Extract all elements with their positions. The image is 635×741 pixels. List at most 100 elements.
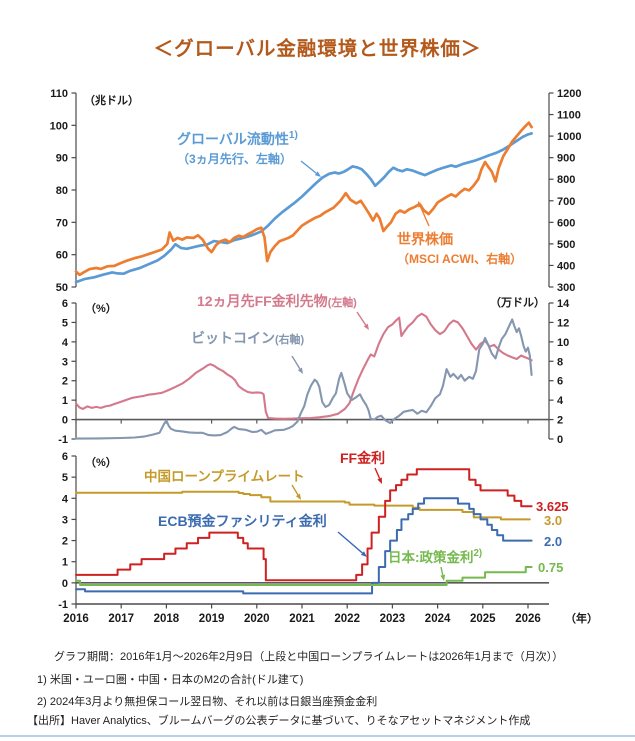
annotation-ff-futures-label: 12ヵ月先FF金利先物(左軸) [197,293,357,309]
y-tick-label: 3 [62,356,68,368]
series-line-global-liquidity [74,132,533,284]
y-tick-label: 0 [557,434,563,446]
y-tick-label: 400 [557,260,575,272]
y-tick-label: 1 [62,557,68,569]
charts-canvas: 1101009080706050120011001000900800700600… [50,88,598,625]
annotation-arrowhead [377,477,382,484]
annotation-arrowhead [360,551,367,557]
x-tick-label: 2026 [515,613,541,625]
y-tick-label: 60 [56,250,68,262]
right-axis-unit: （万ドル） [490,296,545,309]
y-tick-label: 300 [557,282,575,294]
y-tick-label: 500 [557,239,575,251]
y-tick-label: 700 [557,196,575,208]
annotation-ecb-end-value: 2.0 [544,534,562,549]
annotation-japan-label: 日本:政策金利2) [388,548,482,565]
x-tick-label: 2023 [380,613,406,625]
y-tick-label: 90 [56,153,68,165]
footnote-period: グラフ期間：2016年1月～2026年2月9日（上段と中国ローンプライムレートは… [54,651,564,663]
series-line-ff-rate [75,468,533,582]
annotation-arrowhead [297,367,303,374]
series-line-ecb-deposit-rate [75,497,533,595]
annotation-global-liquidity-label: グローバル流動性1) [177,130,298,147]
y-tick-label: 110 [50,88,68,100]
annotation-china-lpr-end-value: 3.0 [544,513,562,528]
y-tick-label: 6 [62,451,68,463]
y-tick-label: 5 [62,472,68,484]
annotation-arrowhead [314,171,321,177]
page-bottom-divider [0,735,635,737]
x-tick-label: 2017 [108,613,134,625]
annotation-global-liquidity-label: （3ヵ月先行、左軸） [177,151,292,166]
x-axis-unit: （年） [565,611,598,625]
x-tick-label: 2024 [425,613,451,625]
x-tick-label: 2016 [63,613,89,625]
x-tick-label: 2022 [334,613,360,625]
y-tick-label: 1200 [557,88,581,100]
y-tick-label: 2 [62,536,68,548]
annotation-world-stock-label: （MSCI ACWI、右軸） [397,251,522,266]
y-tick-label: 1 [62,395,68,407]
annotation-bitcoin-label: ビットコイン(右軸) [191,330,304,346]
y-tick-label: 600 [557,217,575,229]
y-tick-label: 800 [557,174,575,186]
series-line-japan-policy-rate [75,566,533,586]
y-tick-label: 4 [62,337,69,349]
x-tick-label: 2019 [199,613,225,625]
y-tick-label: 2 [557,415,563,427]
y-tick-label: 4 [62,493,69,505]
footnote-1: 1) 米国・ユーロ圏・中国・日本のM2の合計(ドル建て) [37,674,304,686]
y-tick-label: -1 [58,599,68,611]
left-axis-unit: （兆ドル） [84,93,139,107]
annotation-arrow [337,531,363,554]
y-tick-label: 50 [56,282,68,294]
annotation-arrow [291,484,299,496]
annotation-arrow [356,311,367,326]
annotation-arrowhead [440,574,446,581]
series-line-bitcoin [74,318,533,440]
page-title: ＜グローバル金融環境と世界株価＞ [153,38,482,60]
y-tick-label: 3 [62,514,68,526]
annotation-arrow [440,566,444,576]
y-tick-label: 12 [557,317,569,329]
y-tick-label: 8 [557,356,563,368]
y-tick-label: 0 [62,578,68,590]
footnote-2: 2) 2024年3月より無担保コール翌日物、それ以前は日銀当座預金金利 [37,696,378,708]
y-tick-label: 6 [557,376,563,388]
annotation-world-stock-label: 世界株価 [397,231,453,247]
series-line-world-stock [74,121,533,277]
annotation-arrow [300,160,317,174]
x-tick-label: 2025 [470,613,496,625]
annotation-arrow [419,206,430,227]
annotation-arrowhead [418,201,423,208]
y-tick-label: 900 [557,153,575,165]
annotation-arrowhead [363,323,369,330]
y-tick-label: 80 [56,185,68,197]
x-tick-label: 2018 [154,613,180,625]
y-tick-label: -1 [58,434,68,446]
y-tick-label: 100 [50,120,68,132]
y-tick-label: 70 [56,217,68,229]
left-axis-unit: （%） [85,302,117,315]
y-tick-label: 6 [62,298,68,310]
series-line-china-lpr [75,490,531,521]
y-tick-label: 1100 [557,110,581,122]
y-tick-label: 1000 [557,131,581,143]
annotation-china-lpr-label: 中国ローンプライムレート [144,468,305,484]
footnote-source: 【出所】Haver Analytics、ブルームバーグの公表データに基づいて、り… [27,715,531,727]
y-tick-label: 14 [557,298,570,310]
annotation-ecb-label: ECB預金ファシリティ金利 [158,513,327,529]
annotation-ff-rate-label: FF金利 [340,450,385,466]
series-line-ff-futures-12m [74,312,533,420]
left-axis-unit: （%） [85,456,117,469]
annotation-japan-end-value: 0.75 [538,560,563,575]
y-tick-label: 2 [62,376,68,388]
annotation-arrow [291,355,301,370]
x-tick-label: 2020 [244,613,270,625]
y-tick-label: 4 [557,395,564,407]
y-tick-label: 10 [557,337,569,349]
y-tick-label: 5 [62,317,68,329]
x-tick-label: 2021 [289,613,315,625]
annotation-ff-rate-end-value: 3.625 [536,499,569,514]
